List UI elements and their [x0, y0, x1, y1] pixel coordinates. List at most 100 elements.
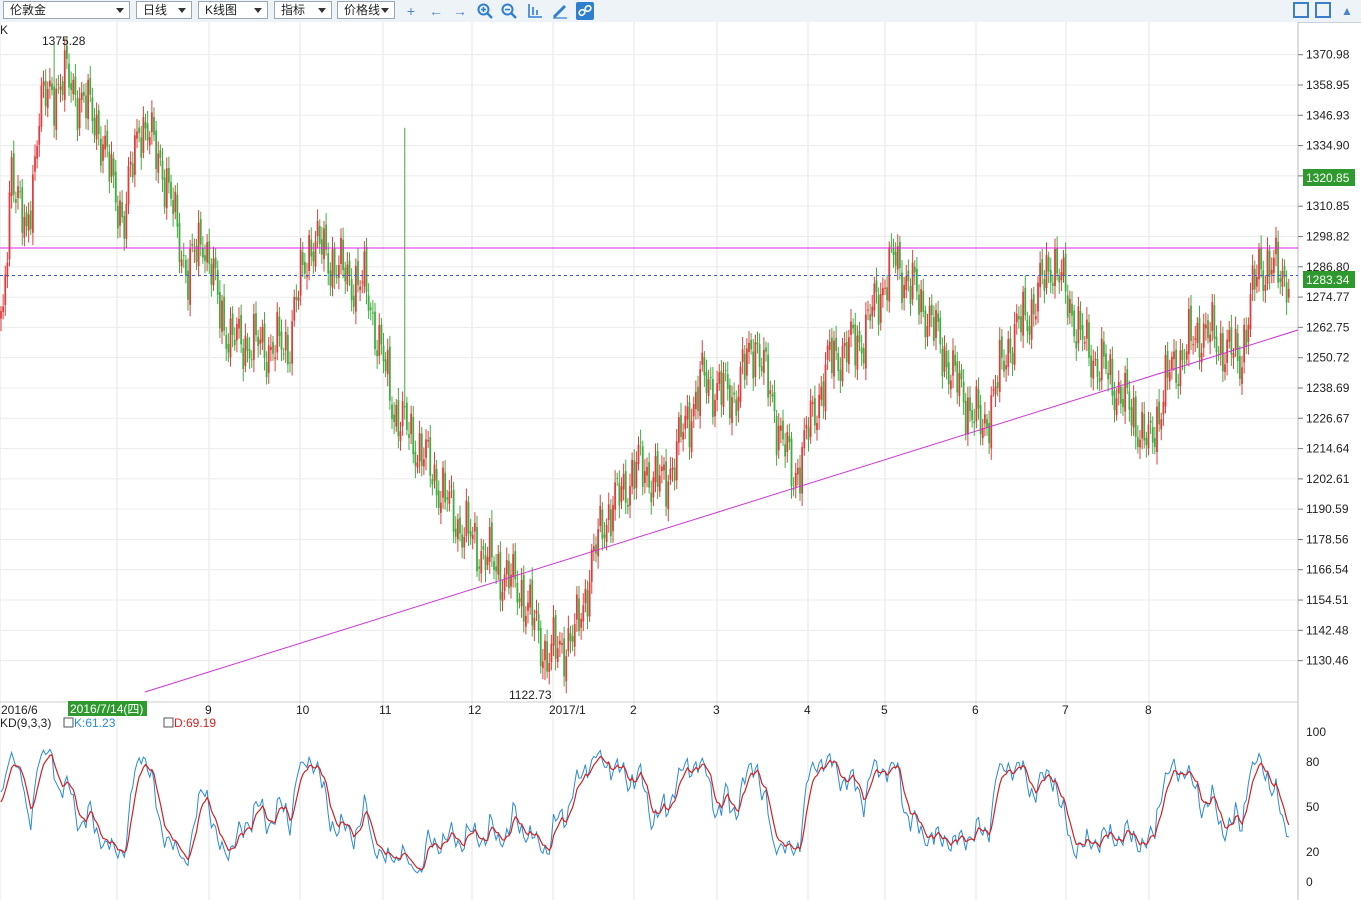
- candle-body: [954, 354, 957, 366]
- candle-body: [148, 136, 151, 146]
- candle-body: [799, 467, 801, 494]
- candle-body: [779, 425, 782, 431]
- candle-body: [726, 374, 729, 390]
- price-tick-label: 1214.64: [1306, 442, 1350, 456]
- candle-body: [1168, 372, 1171, 382]
- candle-body: [129, 161, 132, 165]
- price-tick-label: 1238.69: [1306, 381, 1350, 395]
- candle-body: [1224, 364, 1226, 373]
- link-icon[interactable]: [576, 2, 594, 20]
- candle-body: [741, 349, 744, 362]
- cursor-price-value: 1320.85: [1306, 171, 1350, 185]
- candle-body: [327, 253, 330, 274]
- axis-icon[interactable]: [526, 2, 544, 20]
- candle-body: [435, 468, 438, 496]
- candle-body: [184, 260, 187, 276]
- candle-body: [240, 314, 243, 345]
- candle-body: [448, 491, 451, 504]
- candle-body: [890, 245, 893, 247]
- date-tooltip-text: 2016/7/14(四): [70, 702, 143, 716]
- candle-body: [1098, 377, 1101, 383]
- candle-body: [697, 386, 699, 412]
- chart-type-select[interactable]: K线图: [198, 1, 268, 19]
- candle-body: [945, 351, 948, 368]
- candle-body: [841, 345, 844, 382]
- layout-right-icon[interactable]: [1315, 2, 1331, 18]
- pencil-icon[interactable]: [551, 2, 569, 20]
- candle-body: [478, 566, 481, 569]
- candle-body: [888, 247, 891, 302]
- candle-body: [624, 471, 627, 503]
- candle-body: [1251, 265, 1254, 291]
- current-price-value: 1283.34: [1306, 273, 1350, 287]
- candle-body: [586, 590, 589, 617]
- candle-body: [1062, 257, 1065, 276]
- arrow-left-icon[interactable]: ←: [429, 3, 443, 19]
- candle-body: [1253, 268, 1256, 290]
- period-select[interactable]: 日线: [136, 1, 192, 19]
- candle-body: [335, 277, 338, 279]
- candle-body: [44, 80, 47, 107]
- zoom-out-icon[interactable]: [500, 2, 518, 20]
- chevron-up-icon[interactable]: ▲: [1341, 4, 1353, 18]
- candle-body: [495, 566, 498, 572]
- candle-body: [913, 266, 916, 273]
- candle-body: [537, 614, 540, 631]
- candle-body: [482, 546, 485, 550]
- candle-body: [1213, 305, 1216, 340]
- price-line-select[interactable]: 价格线: [337, 1, 395, 19]
- candle-body: [752, 351, 755, 379]
- candle-body: [82, 92, 85, 96]
- candle-body: [609, 509, 612, 537]
- candle-body: [1221, 333, 1224, 372]
- candle-body: [76, 97, 79, 131]
- candle-body: [1279, 278, 1282, 282]
- d-checkbox[interactable]: [163, 717, 174, 728]
- candle-body: [437, 490, 440, 508]
- candle-body: [1056, 247, 1059, 274]
- candle-body: [758, 344, 761, 368]
- candle-body: [1088, 322, 1090, 358]
- candle-body: [308, 235, 311, 271]
- candle-body: [89, 77, 92, 95]
- candle-body: [784, 444, 787, 457]
- candle-body: [68, 63, 70, 88]
- symbol-select[interactable]: 伦敦金: [3, 1, 130, 19]
- candle-body: [410, 413, 413, 435]
- candle-body: [503, 574, 506, 591]
- zoom-in-icon[interactable]: [476, 2, 494, 20]
- candle-body: [996, 382, 999, 388]
- candle-body: [127, 165, 130, 205]
- candle-body: [1287, 288, 1290, 298]
- candle-body: [979, 405, 982, 435]
- price-tick-label: 1346.93: [1306, 108, 1350, 122]
- k-checkbox[interactable]: [63, 717, 74, 728]
- candle-body: [1085, 319, 1088, 339]
- candle-body: [182, 255, 185, 257]
- candle-body: [709, 376, 712, 378]
- time-tick-label: 7: [1062, 703, 1069, 717]
- candle-body: [786, 432, 789, 452]
- candle-body: [824, 364, 827, 412]
- price-chart[interactable]: 1370.981358.951346.931334.901322.871310.…: [0, 22, 1361, 900]
- candle-body: [990, 395, 993, 449]
- candle-body: [569, 633, 572, 642]
- candle-body: [862, 348, 865, 364]
- candle-body: [658, 475, 661, 492]
- candle-body: [707, 379, 710, 396]
- arrow-right-icon[interactable]: →: [453, 3, 467, 19]
- price-tick-label: 1250.72: [1306, 351, 1350, 365]
- candle-body: [1209, 334, 1212, 343]
- crosshair-icon[interactable]: +: [406, 3, 416, 19]
- candle-body: [104, 135, 107, 150]
- candle-body: [595, 544, 597, 554]
- layout-left-icon[interactable]: [1293, 2, 1309, 18]
- candle-body: [1230, 327, 1233, 355]
- candle-body: [1238, 356, 1241, 379]
- indicator-select[interactable]: 指标: [274, 1, 332, 19]
- candle-body: [618, 482, 621, 506]
- candle-body: [750, 339, 753, 350]
- candle-body: [1272, 257, 1275, 273]
- price-tick-label: 1226.67: [1306, 411, 1350, 425]
- candle-body: [301, 252, 304, 266]
